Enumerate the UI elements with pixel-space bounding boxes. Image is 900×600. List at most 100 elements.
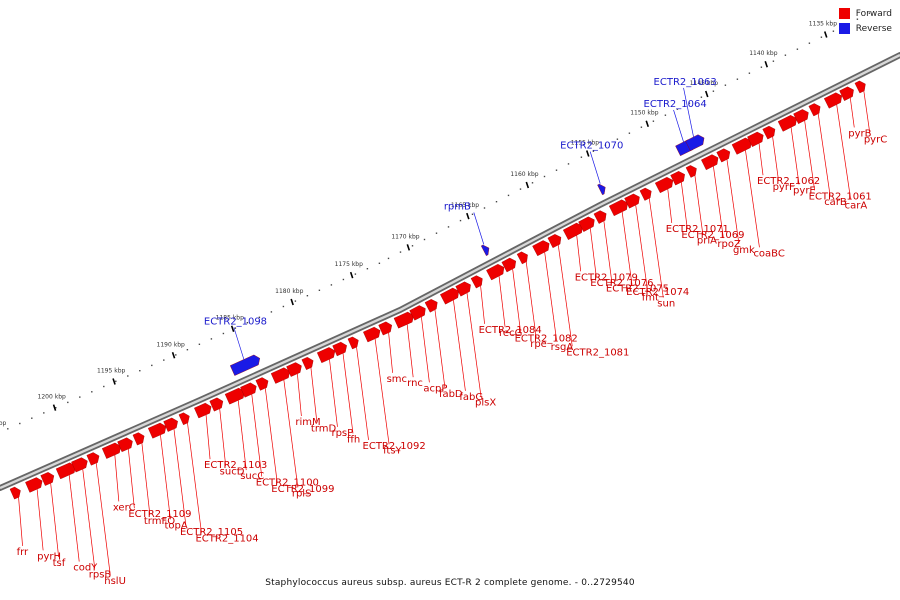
scale-dot bbox=[531, 182, 534, 184]
gene-label: ECTR2_1103 bbox=[204, 460, 267, 471]
scale-dot bbox=[19, 422, 21, 425]
gene-rpmB bbox=[480, 244, 490, 256]
gene-label: rpe bbox=[530, 339, 547, 350]
gene-features bbox=[9, 80, 866, 500]
gene-ECTR2_1063 bbox=[685, 134, 705, 152]
scale-tick bbox=[645, 120, 650, 127]
gene-label: ECTR2_1062 bbox=[757, 176, 820, 187]
gene-label: frr bbox=[17, 547, 29, 558]
gene-leader bbox=[406, 324, 414, 378]
scale-tick-label: 1135 kbp bbox=[809, 20, 837, 27]
gene-leader bbox=[310, 367, 318, 423]
gene-label: rpmB bbox=[444, 202, 471, 213]
gene-leader bbox=[421, 316, 430, 383]
gene-leader bbox=[18, 497, 23, 546]
scale-dot bbox=[700, 96, 703, 98]
gene-ECTR2_1104 bbox=[178, 412, 190, 426]
scale-dot bbox=[832, 30, 835, 32]
gene-leader bbox=[849, 97, 855, 128]
gene-leader bbox=[804, 120, 815, 191]
gene-leader bbox=[576, 235, 582, 272]
scale-dot bbox=[366, 268, 369, 270]
gene-leader bbox=[114, 454, 120, 502]
scale-dot bbox=[640, 126, 643, 128]
scale-tick bbox=[525, 181, 530, 189]
scale-dot bbox=[306, 295, 309, 297]
gene-pyrC bbox=[854, 80, 866, 94]
gene-label: xerC bbox=[113, 502, 136, 513]
gene-label: recG bbox=[499, 328, 522, 339]
gene-ECTR2_1103 bbox=[194, 402, 212, 419]
scale-tick bbox=[171, 352, 176, 359]
gene-label: ECTR2_1099 bbox=[271, 484, 334, 495]
gene-ECTR2_1062 bbox=[747, 131, 764, 147]
gene-leader bbox=[694, 175, 704, 235]
legend-forward: Forward bbox=[838, 8, 892, 19]
gene-label: ECTR2_1082 bbox=[515, 333, 578, 344]
gene-carB bbox=[808, 103, 821, 117]
gene-label: pyrE bbox=[793, 185, 816, 196]
gene-label: sucD bbox=[220, 467, 245, 478]
scale-tick-label: 1140 kbp bbox=[749, 50, 777, 57]
gene-leader bbox=[329, 359, 338, 427]
gene-xerC bbox=[101, 442, 122, 459]
gene-leader bbox=[264, 388, 278, 484]
gene-label: ECTR2_1075 bbox=[606, 283, 669, 294]
scale-dot bbox=[234, 327, 237, 329]
gene-leader bbox=[726, 159, 740, 244]
gene-label: ECTR2_1084 bbox=[479, 325, 542, 336]
gene-leader bbox=[82, 469, 96, 569]
gene-label: ECTR2_1070 bbox=[560, 141, 623, 152]
scale-dot bbox=[294, 300, 297, 302]
gene-leader bbox=[68, 474, 80, 562]
scale-dot bbox=[354, 273, 357, 275]
gene-label: ECTR2_1092 bbox=[363, 441, 426, 452]
scale-tick-label: 1185 kbp bbox=[216, 315, 244, 322]
gene-leader bbox=[772, 136, 779, 182]
gene-leader bbox=[374, 338, 390, 445]
gene-label: fmt bbox=[642, 293, 659, 304]
scale-dot bbox=[91, 391, 93, 393]
scale-ticks: 1135 kbp 1140 kbp 1145 kbp 1150 kbp 1155 kbp… bbox=[0, 12, 871, 430]
scale-tick-label: 1175 kbp bbox=[335, 261, 363, 268]
scale-dot bbox=[318, 289, 321, 291]
gene-label: rimM bbox=[295, 417, 320, 428]
gene-label: rpoZ bbox=[717, 239, 741, 250]
gene-ECTR2_1109 bbox=[117, 437, 133, 453]
gene-leader bbox=[466, 292, 482, 397]
gene-leader bbox=[388, 332, 393, 373]
gene-ECTR2_1092 bbox=[347, 336, 359, 350]
scale-tick-label: 1190 kbp bbox=[157, 341, 185, 348]
gene-leader bbox=[758, 143, 764, 176]
gene-leader bbox=[237, 400, 247, 471]
gene-label: ECTR2_1109 bbox=[128, 509, 191, 520]
gene-label: ECTR2_1069 bbox=[681, 230, 744, 241]
gene-leader bbox=[648, 198, 664, 298]
scale-dot bbox=[103, 385, 105, 388]
scale-dot bbox=[31, 417, 33, 419]
scale-dot bbox=[471, 213, 474, 215]
gene-leader bbox=[453, 299, 466, 391]
gene-leader bbox=[790, 127, 800, 185]
scale-dot bbox=[282, 305, 285, 308]
gene-leader bbox=[512, 268, 521, 333]
scale-dot bbox=[543, 175, 546, 178]
gene-label: hslU bbox=[104, 576, 126, 587]
scale-dot bbox=[387, 257, 390, 260]
gene-trmFO bbox=[132, 432, 145, 446]
gene-label: pyrB bbox=[848, 128, 871, 139]
gene-carA bbox=[823, 92, 843, 109]
gene-frr bbox=[9, 486, 21, 500]
gene-ECTR2_1061 bbox=[793, 109, 809, 124]
gene-label: pyrC bbox=[864, 134, 887, 145]
gene-gmk bbox=[716, 148, 731, 163]
gene-ffh bbox=[332, 341, 347, 357]
gene-label: smc bbox=[387, 374, 407, 385]
gene-label: rnc bbox=[407, 378, 423, 389]
gene-rpsB bbox=[71, 457, 88, 473]
gene-pyrE bbox=[777, 115, 797, 132]
scale-dot bbox=[760, 66, 763, 68]
scale-dot bbox=[378, 262, 381, 264]
scale-dot bbox=[567, 163, 570, 165]
